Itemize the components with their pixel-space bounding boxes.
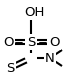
Text: N: N — [45, 51, 55, 65]
Text: =: = — [38, 35, 48, 49]
Text: O: O — [49, 35, 59, 49]
Text: =: = — [14, 35, 24, 49]
Text: S: S — [27, 35, 35, 49]
Text: O: O — [3, 35, 13, 49]
Text: S: S — [6, 61, 14, 74]
Text: OH: OH — [24, 6, 44, 18]
